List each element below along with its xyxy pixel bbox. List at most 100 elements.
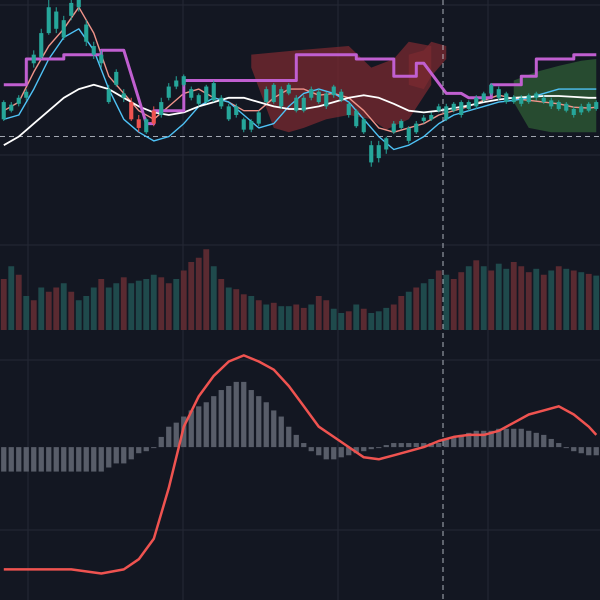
candle-up [384, 138, 389, 150]
macd-histogram-bar [511, 428, 517, 448]
candle-up [459, 102, 464, 115]
macd-histogram-bar [166, 426, 172, 448]
volume-bar [360, 308, 367, 330]
macd-histogram-bar [436, 443, 442, 448]
macd-histogram-bar [308, 447, 314, 452]
candle-up [114, 71, 119, 85]
volume-panel[interactable] [0, 249, 600, 330]
volume-bar [533, 268, 540, 330]
volume-bar [593, 275, 600, 330]
volume-bar [143, 279, 150, 330]
candle-up [586, 103, 591, 111]
volume-bar [203, 249, 210, 330]
volume-bar [375, 311, 382, 330]
candle-up [541, 97, 546, 103]
macd-histogram-bar [61, 447, 67, 472]
volume-bar [345, 311, 352, 330]
candle-down [136, 119, 141, 128]
candle-up [369, 145, 374, 163]
volume-bar [458, 272, 465, 330]
macd-histogram-bar [586, 447, 592, 456]
macd-histogram-bar [263, 402, 269, 448]
macd-histogram-bar [76, 447, 82, 472]
macd-histogram-bar [38, 447, 44, 472]
volume-bar [398, 296, 405, 330]
macd-histogram-bar [541, 434, 547, 448]
macd-histogram-bar [83, 447, 89, 472]
candle-up [54, 11, 59, 29]
candle-up [204, 86, 209, 103]
volume-bar [128, 283, 135, 330]
volume-bar [90, 287, 97, 330]
candle-up [391, 123, 396, 133]
candle-up [421, 117, 426, 122]
volume-bar [390, 304, 397, 330]
volume-bar [308, 304, 315, 330]
volume-bar [233, 289, 240, 330]
macd-histogram-bar [563, 447, 569, 449]
macd-histogram-bar [473, 430, 479, 448]
candle-up [181, 76, 186, 85]
candle-up [249, 121, 254, 130]
volume-bar [413, 287, 420, 330]
volume-bar [300, 307, 307, 330]
volume-bar [323, 300, 330, 330]
volume-bar [8, 266, 15, 330]
volume-bar [165, 283, 172, 330]
macd-histogram-bar [556, 443, 562, 448]
candle-up [346, 103, 351, 115]
macd-histogram-bar [496, 428, 502, 448]
macd-histogram-bar [421, 443, 427, 448]
candle-up [271, 84, 276, 103]
volume-bar [578, 272, 585, 330]
volume-bar [210, 266, 217, 330]
candle-up [406, 127, 411, 141]
volume-bar [53, 287, 60, 330]
candle-up [564, 103, 569, 111]
price-panel[interactable] [0, 0, 600, 167]
macd-histogram-bar [338, 447, 344, 458]
macd-histogram-bar [368, 447, 374, 450]
macd-histogram-bar [301, 443, 307, 448]
candle-up [16, 97, 21, 104]
volume-bar [443, 274, 450, 330]
macd-histogram-bar [323, 447, 329, 460]
volume-bar [278, 306, 285, 330]
macd-histogram-bar [91, 447, 97, 472]
volume-bar [113, 283, 120, 330]
macd-histogram-bar [571, 447, 577, 452]
candle-up [1, 102, 6, 120]
candle-up [121, 93, 126, 98]
volume-bar [135, 280, 142, 330]
candle-up [234, 106, 239, 115]
volume-bar [338, 313, 345, 330]
volume-bar [248, 296, 255, 330]
macd-histogram-bar [376, 447, 382, 449]
volume-bar [465, 266, 472, 330]
candle-up [504, 93, 509, 103]
volume-bar [23, 296, 30, 330]
candle-up [549, 100, 554, 107]
candle-up [144, 119, 149, 133]
macd-panel[interactable] [1, 354, 599, 575]
macd-histogram-bar [503, 428, 509, 448]
macd-histogram-bar [8, 447, 14, 472]
macd-histogram-bar [23, 447, 29, 472]
macd-histogram-bar [121, 447, 127, 464]
candle-up [399, 121, 404, 128]
candle-up [174, 80, 179, 87]
volume-bar [518, 266, 525, 330]
macd-histogram-bar [286, 426, 292, 448]
ma_mid-line [3, 28, 597, 151]
candle-up [331, 86, 336, 96]
candle-up [99, 54, 104, 64]
candle-up [24, 91, 29, 98]
volume-bar [450, 279, 457, 330]
macd-histogram-bar [196, 406, 202, 448]
volume-bar [473, 260, 480, 330]
macd-histogram-bar [316, 447, 322, 456]
volume-bar [30, 300, 37, 330]
volume-bar [270, 302, 277, 330]
